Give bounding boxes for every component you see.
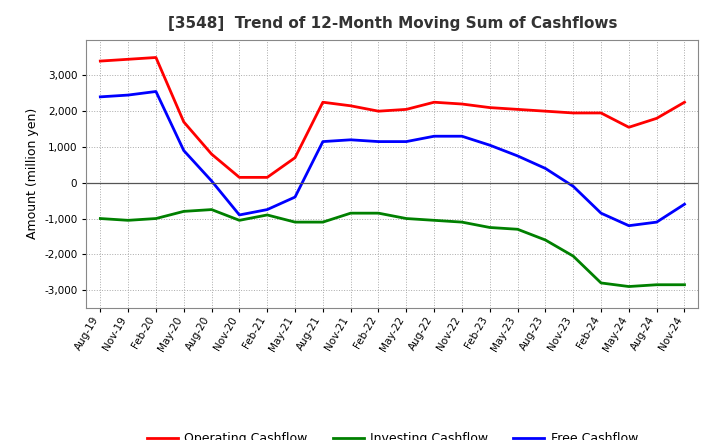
Operating Cashflow xyxy=(485,105,494,110)
Investing Cashflow xyxy=(680,282,689,287)
Free Cashflow xyxy=(179,148,188,153)
Investing Cashflow xyxy=(346,210,355,216)
Investing Cashflow xyxy=(318,220,327,225)
Free Cashflow xyxy=(624,223,633,228)
Operating Cashflow xyxy=(624,125,633,130)
Operating Cashflow xyxy=(179,119,188,125)
Operating Cashflow xyxy=(235,175,243,180)
Free Cashflow xyxy=(96,94,104,99)
Operating Cashflow xyxy=(430,99,438,105)
Operating Cashflow xyxy=(207,151,216,157)
Operating Cashflow xyxy=(541,109,550,114)
Free Cashflow xyxy=(124,92,132,98)
Free Cashflow xyxy=(458,134,467,139)
Free Cashflow xyxy=(235,213,243,218)
Free Cashflow xyxy=(346,137,355,143)
Operating Cashflow xyxy=(402,107,410,112)
Investing Cashflow xyxy=(430,218,438,223)
Free Cashflow xyxy=(597,210,606,216)
Line: Free Cashflow: Free Cashflow xyxy=(100,92,685,226)
Operating Cashflow xyxy=(124,57,132,62)
Investing Cashflow xyxy=(624,284,633,289)
Operating Cashflow xyxy=(680,99,689,105)
Free Cashflow xyxy=(485,143,494,148)
Free Cashflow xyxy=(652,220,661,225)
Legend: Operating Cashflow, Investing Cashflow, Free Cashflow: Operating Cashflow, Investing Cashflow, … xyxy=(142,427,643,440)
Operating Cashflow xyxy=(374,109,383,114)
Investing Cashflow xyxy=(179,209,188,214)
Investing Cashflow xyxy=(402,216,410,221)
Investing Cashflow xyxy=(235,218,243,223)
Free Cashflow xyxy=(291,194,300,200)
Operating Cashflow xyxy=(652,116,661,121)
Free Cashflow xyxy=(680,202,689,207)
Operating Cashflow xyxy=(569,110,577,116)
Investing Cashflow xyxy=(263,213,271,218)
Free Cashflow xyxy=(318,139,327,144)
Investing Cashflow xyxy=(485,225,494,230)
Operating Cashflow xyxy=(346,103,355,108)
Investing Cashflow xyxy=(124,218,132,223)
Y-axis label: Amount (million yen): Amount (million yen) xyxy=(26,108,39,239)
Investing Cashflow xyxy=(569,253,577,259)
Free Cashflow xyxy=(374,139,383,144)
Investing Cashflow xyxy=(207,207,216,212)
Investing Cashflow xyxy=(374,210,383,216)
Line: Investing Cashflow: Investing Cashflow xyxy=(100,209,685,286)
Operating Cashflow xyxy=(318,99,327,105)
Free Cashflow xyxy=(263,207,271,212)
Free Cashflow xyxy=(430,134,438,139)
Operating Cashflow xyxy=(458,101,467,106)
Free Cashflow xyxy=(152,89,161,94)
Investing Cashflow xyxy=(96,216,104,221)
Operating Cashflow xyxy=(263,175,271,180)
Operating Cashflow xyxy=(597,110,606,116)
Operating Cashflow xyxy=(513,107,522,112)
Line: Operating Cashflow: Operating Cashflow xyxy=(100,58,685,177)
Free Cashflow xyxy=(513,153,522,158)
Operating Cashflow xyxy=(291,155,300,160)
Investing Cashflow xyxy=(291,220,300,225)
Free Cashflow xyxy=(207,178,216,183)
Free Cashflow xyxy=(569,183,577,189)
Free Cashflow xyxy=(402,139,410,144)
Title: [3548]  Trend of 12-Month Moving Sum of Cashflows: [3548] Trend of 12-Month Moving Sum of C… xyxy=(168,16,617,32)
Investing Cashflow xyxy=(513,227,522,232)
Investing Cashflow xyxy=(152,216,161,221)
Investing Cashflow xyxy=(541,237,550,242)
Investing Cashflow xyxy=(652,282,661,287)
Investing Cashflow xyxy=(458,220,467,225)
Investing Cashflow xyxy=(597,280,606,286)
Operating Cashflow xyxy=(96,59,104,64)
Free Cashflow xyxy=(541,166,550,171)
Operating Cashflow xyxy=(152,55,161,60)
